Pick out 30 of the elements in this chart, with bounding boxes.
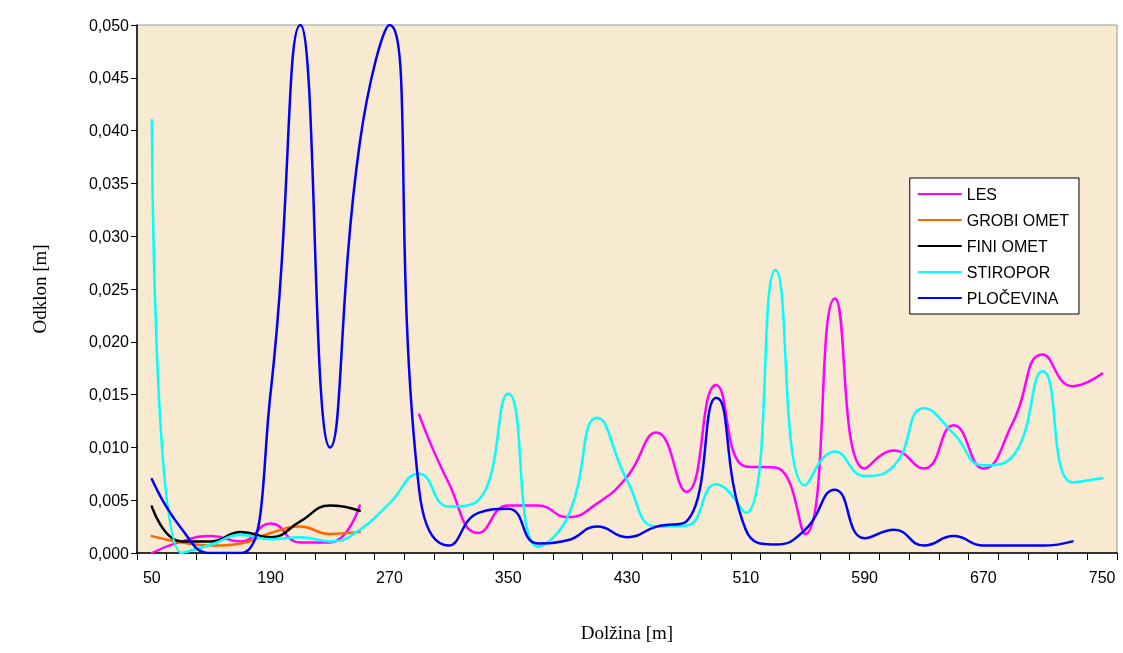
y-tick-label: 0,040: [88, 122, 130, 140]
y-tick-label: 0,020: [88, 333, 130, 351]
y-tick-label: 0,025: [88, 280, 130, 298]
x-tick-label: 270: [376, 568, 403, 586]
y-tick-label: 0,015: [88, 386, 130, 404]
x-tick-label: 350: [494, 568, 522, 586]
x-tick-label: 190: [257, 568, 285, 586]
line-series: [150, 23, 1074, 555]
x-tick-label: 750: [1088, 568, 1116, 586]
line-series: [150, 118, 1104, 555]
line-series: [150, 504, 361, 543]
y-tick-label: 0,050: [88, 16, 130, 34]
y-tick-label: 0,000: [88, 544, 130, 562]
y-tick-label: 0,005: [88, 491, 130, 509]
x-tick-label: 50: [142, 568, 161, 586]
x-tick-label: 510: [732, 568, 760, 586]
x-tick-label: 670: [970, 568, 997, 586]
x-tick-label: 430: [613, 568, 641, 586]
legend-label: FINI OMET: [966, 237, 1048, 255]
x-axis-title: Dolžina [m]: [580, 622, 674, 643]
legend-label: LES: [966, 185, 998, 203]
y-tick-label: 0,030: [88, 227, 130, 245]
legend-label: GROBI OMET: [966, 211, 1070, 229]
y-tick-label: 0,045: [88, 69, 130, 87]
x-tick-label: 590: [851, 568, 879, 586]
y-tick-label: 0,035: [88, 174, 130, 192]
y-axis-title: Odklon [m]: [29, 244, 50, 334]
y-tick-label: 0,010: [88, 438, 130, 456]
legend-label: STIROPOR: [966, 263, 1051, 281]
legend-label: PLOČEVINA: [966, 288, 1059, 307]
